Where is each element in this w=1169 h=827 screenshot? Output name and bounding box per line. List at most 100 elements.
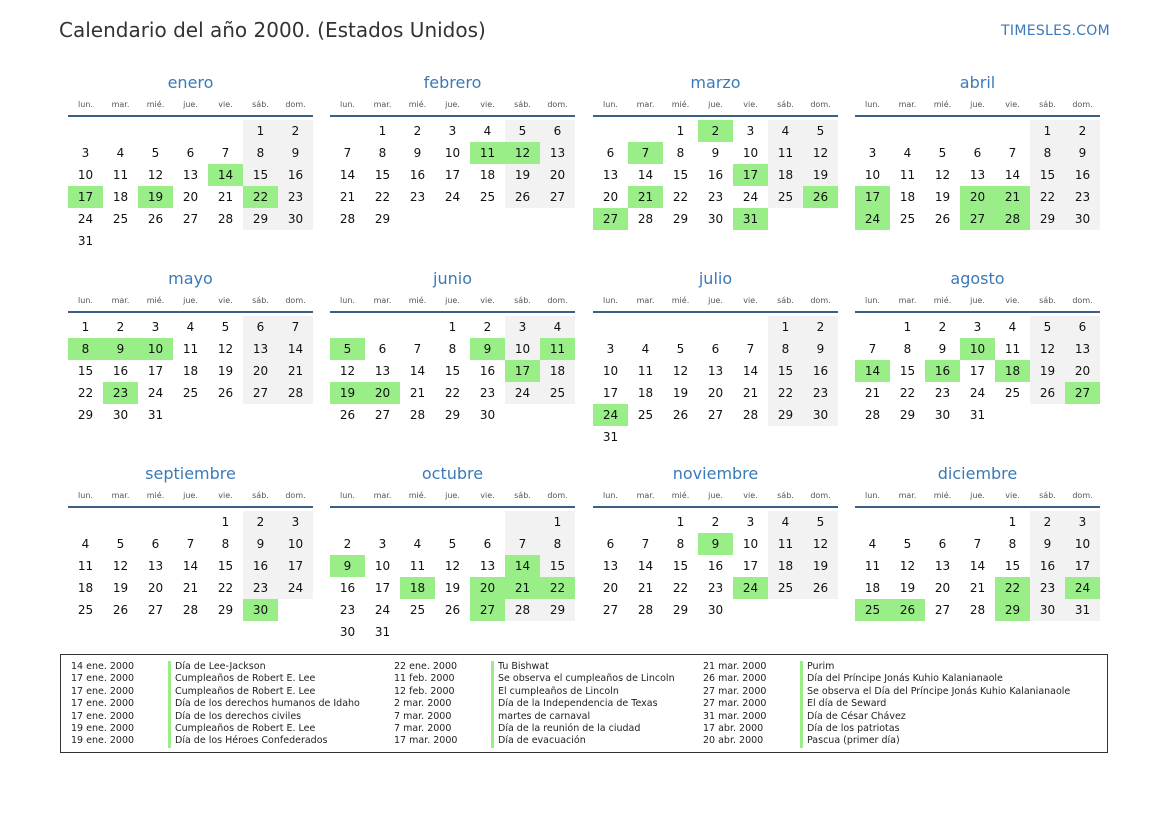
day-cell: 12	[899, 559, 916, 573]
day-cell: 18	[540, 360, 575, 382]
holiday-day-cell: 17	[855, 186, 890, 208]
day-cell: 8	[903, 342, 912, 356]
empty-cell	[435, 511, 470, 533]
day-cell: 19	[934, 190, 951, 204]
weekday-label: mié.	[146, 296, 165, 305]
day-cell: 14	[1004, 168, 1021, 182]
day-cell: 7	[868, 342, 877, 356]
day-cell: 1	[1030, 120, 1065, 142]
weekday-label: sáb.	[1039, 100, 1056, 109]
day-cell: 21	[969, 581, 986, 595]
day-cell: 11	[112, 168, 129, 182]
day-cell: 7	[641, 537, 650, 551]
day-cell: 3	[378, 537, 387, 551]
day-cell: 30	[1065, 208, 1100, 230]
day-cell: 23	[707, 190, 724, 204]
day-cell: 30	[707, 212, 724, 226]
day-cell: 19	[217, 364, 234, 378]
empty-cell	[628, 511, 663, 533]
day-cell: 6	[540, 120, 575, 142]
empty-cell	[855, 511, 890, 533]
day-cell: 4	[768, 120, 803, 142]
day-cell: 11	[1004, 342, 1021, 356]
weekday-label: dom.	[547, 491, 568, 500]
weekday-label: jue.	[708, 296, 723, 305]
empty-cell	[628, 316, 663, 338]
day-cell: 26	[1030, 382, 1065, 404]
weekday-label: mar.	[636, 296, 655, 305]
day-cell: 27	[182, 212, 199, 226]
day-cell: 10	[742, 537, 759, 551]
empty-cell	[138, 511, 173, 533]
day-cell: 13	[1065, 338, 1100, 360]
empty-cell	[470, 511, 505, 533]
day-cell: 14	[278, 338, 313, 360]
day-cell: 12	[112, 559, 129, 573]
day-cell: 28	[339, 212, 356, 226]
day-cell: 15	[77, 364, 94, 378]
holiday-day-cell: 5	[330, 338, 365, 360]
holiday-date: 19 ene. 2000	[71, 723, 135, 734]
holiday-day-cell: 14	[208, 164, 243, 186]
holiday-date: 12 feb. 2000	[394, 685, 455, 697]
weekday-label: mié.	[408, 296, 427, 305]
day-cell: 1	[1008, 515, 1017, 529]
day-cell: 31	[374, 625, 391, 639]
weekday-label: mar.	[373, 296, 392, 305]
weekday-label: vie.	[480, 100, 495, 109]
day-cell: 12	[803, 533, 838, 555]
day-cell: 29	[768, 404, 803, 426]
weekday-label: sáb.	[252, 296, 269, 305]
day-cell: 2	[1065, 120, 1100, 142]
day-cell: 28	[182, 603, 199, 617]
holiday-day-cell: 14	[505, 555, 540, 577]
weekday-header: lun. mar. mié. jue. vie. sáb. dom.	[68, 488, 313, 508]
day-cell: 5	[676, 342, 685, 356]
day-cell: 1	[768, 316, 803, 338]
day-cell: 9	[938, 342, 947, 356]
day-cell: 8	[221, 537, 230, 551]
day-cell: 2	[343, 537, 352, 551]
day-cell: 25	[899, 212, 916, 226]
day-cell: 9	[278, 142, 313, 164]
month-abril: abril lun. mar. mié. jue. vie. sáb. dom. 1 2 3 4 5 6 7…	[855, 73, 1100, 230]
weekday-label: vie.	[743, 296, 758, 305]
day-cell: 16	[112, 364, 129, 378]
day-cell: 20	[147, 581, 164, 595]
day-cell: 2	[938, 320, 947, 334]
brand-logo-link[interactable]: TIMESLES.COM	[1001, 23, 1110, 39]
day-cell: 7	[278, 316, 313, 338]
day-cell: 22	[444, 386, 461, 400]
weekday-label: mié.	[933, 296, 952, 305]
day-cell: 29	[672, 603, 689, 617]
day-cell: 14	[969, 559, 986, 573]
day-cell: 16	[243, 555, 278, 577]
weekday-label: dom.	[1072, 491, 1093, 500]
holiday-date: 17 abr. 2000	[703, 723, 764, 734]
weekday-label: lun.	[865, 491, 880, 500]
day-cell: 3	[448, 124, 457, 138]
day-cell: 13	[602, 168, 619, 182]
day-cell: 9	[711, 146, 720, 160]
day-cell: 23	[803, 382, 838, 404]
month-enero: enero lun. mar. mié. jue. vie. sáb. dom. 1 2 3 4 5 6 7…	[68, 73, 313, 252]
day-cell: 29	[540, 599, 575, 621]
holiday-day-cell: 21	[628, 186, 663, 208]
holiday-name: El cumpleaños de Lincoln	[491, 685, 619, 699]
empty-cell	[890, 120, 925, 142]
day-cell: 29	[899, 408, 916, 422]
day-cell: 8	[768, 338, 803, 360]
day-cell: 29	[444, 408, 461, 422]
day-cell: 1	[540, 511, 575, 533]
day-cell: 16	[1065, 164, 1100, 186]
day-cell: 24	[374, 603, 391, 617]
weekday-label: mié.	[671, 100, 690, 109]
empty-cell	[593, 316, 628, 338]
holiday-date: 7 mar. 2000	[394, 710, 452, 722]
empty-cell	[925, 120, 960, 142]
holiday-date: 14 ene. 2000	[71, 661, 135, 672]
day-cell: 27	[707, 408, 724, 422]
weekday-label: sáb.	[1039, 491, 1056, 500]
weekday-label: vie.	[218, 491, 233, 500]
weekday-label: lun.	[865, 296, 880, 305]
